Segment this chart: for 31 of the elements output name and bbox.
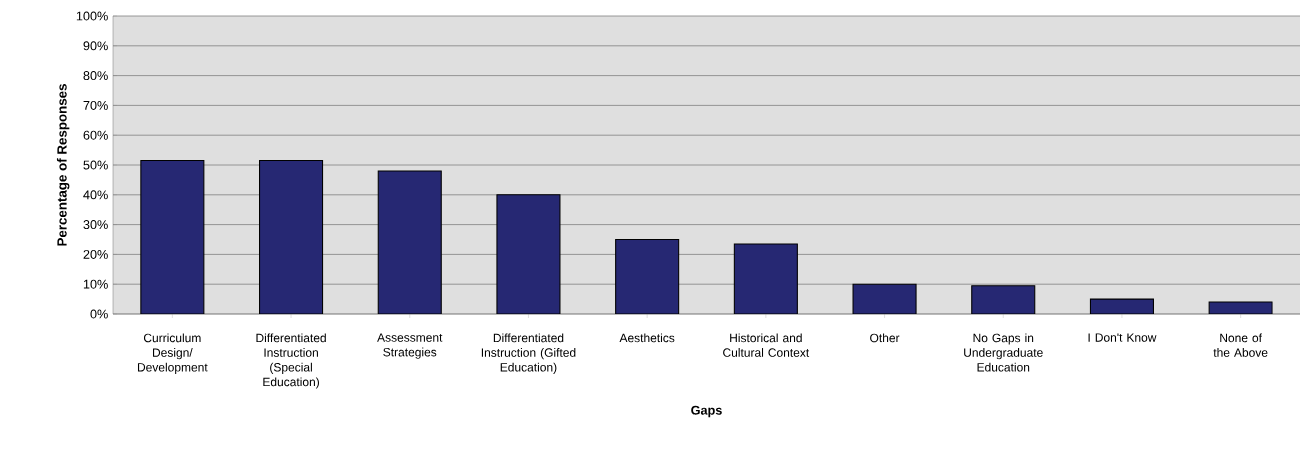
bar xyxy=(377,170,442,314)
y-tick-label: 80% xyxy=(83,71,108,81)
y-tick-label: 70% xyxy=(83,100,108,110)
x-axis-title: Gaps xyxy=(691,405,722,418)
bar xyxy=(733,243,798,314)
x-tick-label: Curriculum Design/ Development xyxy=(137,333,208,374)
y-tick-label: 30% xyxy=(83,220,108,230)
bar xyxy=(615,238,680,314)
x-tick-label: Differentiated Instruction (Gifted Education) xyxy=(481,333,576,374)
x-tick-label: Assessment Strategies xyxy=(377,333,443,359)
x-tick-label: Aesthetics xyxy=(619,333,675,343)
bar xyxy=(496,194,561,314)
y-tick-label: 50% xyxy=(83,160,108,170)
x-tick-label: I Don't Know xyxy=(1088,333,1157,342)
y-tick-label: 90% xyxy=(83,41,108,51)
y-tick-label: 60% xyxy=(83,130,108,140)
y-tick-label: 100% xyxy=(76,11,108,21)
bar xyxy=(971,285,1036,314)
bar xyxy=(259,159,324,314)
x-tick-label: None of the Above xyxy=(1213,333,1268,357)
y-axis-title: Percentage of Responses xyxy=(56,84,70,246)
x-tick-label: Differentiated Instruction (Special Education) xyxy=(256,333,326,389)
x-tick-label: No Gaps in Undergraduate Education xyxy=(964,333,1043,372)
x-tick-label: Other xyxy=(870,333,900,343)
y-tick-label: 10% xyxy=(83,279,108,289)
bar xyxy=(140,159,205,314)
y-tick-label: 20% xyxy=(83,249,108,259)
bar xyxy=(852,283,917,314)
x-tick-label: Historical and Cultural Context xyxy=(723,333,810,357)
y-tick-label: 0% xyxy=(90,309,108,319)
y-tick-label: 40% xyxy=(83,190,108,200)
